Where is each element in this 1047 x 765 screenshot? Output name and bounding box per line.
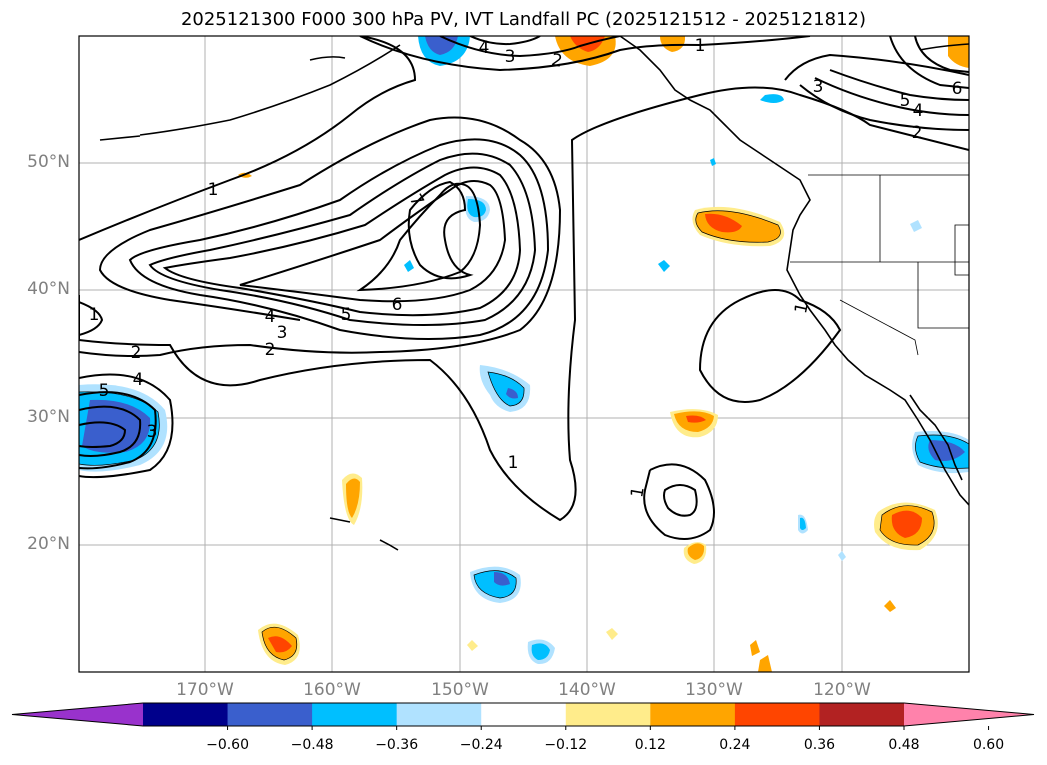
- colorbar-segment: [650, 703, 736, 726]
- colorbar-tick-label: 0.12: [634, 737, 666, 753]
- colorbar-segment: [565, 703, 651, 726]
- contour-label: 4: [265, 307, 276, 327]
- graticule: [79, 36, 969, 672]
- contour-label: 2: [912, 123, 923, 143]
- contour-label: 3: [147, 422, 158, 442]
- lat-label-30n: 30°N: [27, 407, 70, 427]
- map-area: [79, 36, 969, 672]
- lon-label-160w: 160°W: [303, 680, 361, 700]
- contour-label: 3: [277, 323, 288, 343]
- contour-label: 1: [208, 180, 219, 200]
- lon-label-150w: 150°W: [431, 680, 489, 700]
- anomaly-outlines: [79, 210, 969, 661]
- colorbar-segment: [481, 703, 567, 726]
- figure-title: 2025121300 F000 300 hPa PV, IVT Landfall…: [180, 9, 867, 30]
- contour-label: 2: [265, 340, 276, 360]
- colorbar-tick-label: −0.60: [206, 737, 249, 753]
- colorbar-extend-min: [12, 703, 143, 726]
- contour-label: 4: [913, 101, 924, 121]
- colorbar-tick-label: −0.12: [544, 737, 588, 753]
- contour-label: 3: [505, 47, 516, 67]
- contour-label: 6: [392, 295, 403, 315]
- colorbar-segment: [227, 703, 313, 726]
- colorbar-segment: [819, 703, 905, 726]
- contour-label: 2: [131, 343, 142, 363]
- colorbar-segment: [396, 703, 482, 726]
- colorbar-segment: [312, 703, 398, 726]
- contour-label: 3: [813, 77, 824, 97]
- lon-label-120w: 120°W: [813, 680, 871, 700]
- contour-label: 5: [341, 305, 352, 325]
- contour-label: 5: [99, 381, 110, 401]
- map-frame: [78, 35, 970, 673]
- colorbar-tick-label: −0.36: [375, 737, 419, 753]
- colorbar-tick-label: 0.60: [972, 737, 1005, 753]
- contour-label: 1: [627, 485, 649, 499]
- contour-label: 2: [550, 50, 564, 72]
- contour-label: 1: [695, 36, 706, 56]
- state-borders: [790, 174, 969, 356]
- contour-label: 4: [133, 370, 144, 390]
- ivt-filled-anomalies: [79, 36, 969, 672]
- lon-label-170w: 170°W: [176, 680, 234, 700]
- colorbar-tick-label: 0.48: [888, 737, 920, 753]
- lat-label-50n: 50°N: [27, 152, 70, 172]
- colorbar-tick-label: 0.24: [719, 737, 751, 753]
- colorbar-tick-label: 0.36: [803, 737, 836, 753]
- contour-label: 6: [952, 79, 963, 99]
- lat-label-20n: 20°N: [27, 534, 70, 554]
- pv-contours: [79, 36, 969, 540]
- contour-label: 1: [508, 453, 519, 473]
- colorbar: [11, 702, 1035, 730]
- colorbar-segment: [734, 703, 820, 726]
- colorbar-tick-label: −0.24: [459, 737, 503, 753]
- coastlines: [99, 36, 969, 551]
- contour-label: 4: [479, 38, 490, 58]
- lon-label-130w: 130°W: [685, 680, 743, 700]
- colorbar-extend-max: [904, 703, 1034, 726]
- contour-label: 1: [89, 305, 100, 325]
- colorbar-tick-label: −0.48: [290, 737, 334, 753]
- lat-label-40n: 40°N: [27, 279, 70, 299]
- contour-label: 5: [900, 91, 911, 111]
- colorbar-segment: [143, 703, 229, 726]
- contour-label: 1: [791, 301, 813, 316]
- lon-label-140w: 140°W: [558, 680, 616, 700]
